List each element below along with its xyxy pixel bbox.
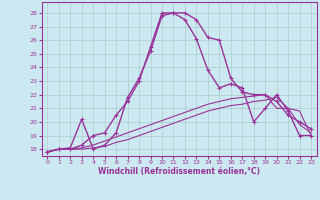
X-axis label: Windchill (Refroidissement éolien,°C): Windchill (Refroidissement éolien,°C) [98, 167, 260, 176]
